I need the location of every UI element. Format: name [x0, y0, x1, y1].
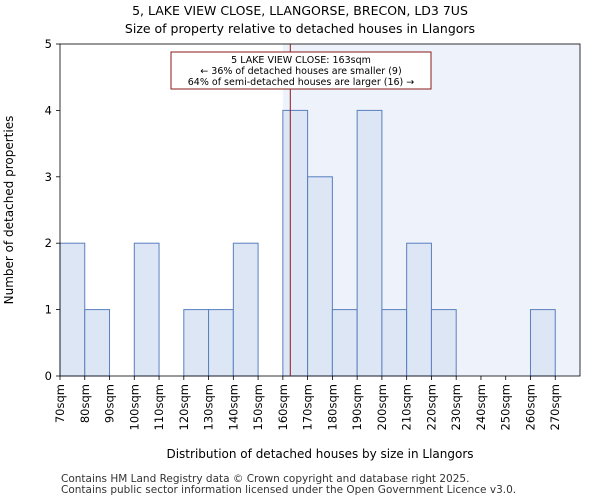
y-axis-label: Number of detached properties	[2, 116, 16, 305]
x-tick-label: 160sqm	[276, 384, 290, 430]
annotation-box	[170, 51, 432, 90]
annotation-line: 5 LAKE VIEW CLOSE: 163sqm	[231, 55, 371, 66]
histogram-bar-170sqm	[307, 176, 333, 377]
x-tick-label: 220sqm	[424, 384, 438, 430]
histogram-bar-100sqm	[133, 242, 160, 377]
chart-subtitle: Size of property relative to detached ho…	[124, 21, 476, 36]
histogram-bar-160sqm	[282, 109, 309, 377]
histogram-bar-120sqm	[183, 309, 210, 377]
x-tick-label: 200sqm	[375, 384, 389, 430]
histogram-bar-130sqm	[208, 309, 234, 377]
histogram-bar-70sqm	[59, 242, 86, 377]
chart-title: 5, LAKE VIEW CLOSE, LLANGORSE, BRECON, L…	[132, 3, 468, 18]
x-tick-label: 110sqm	[152, 384, 166, 430]
x-tick-label: 80sqm	[78, 384, 92, 423]
x-tick-label: 230sqm	[449, 384, 463, 430]
histogram-bar-200sqm	[381, 309, 408, 377]
footer-copyright: Contains HM Land Registry data © Crown c…	[61, 473, 470, 485]
x-tick-label: 260sqm	[523, 384, 537, 430]
histogram-bar-220sqm	[430, 309, 457, 377]
x-tick-label: 210sqm	[400, 384, 414, 430]
x-axis-label: Distribution of detached houses by size …	[166, 447, 473, 461]
plot-frame	[59, 43, 581, 377]
x-tick-label: 70sqm	[53, 384, 67, 423]
histogram-bar-260sqm	[529, 309, 556, 377]
x-tick-label: 180sqm	[325, 384, 339, 430]
footer-licence: Contains public sector information licen…	[61, 484, 517, 496]
annotation-line: ← 36% of detached houses are smaller (9)	[200, 66, 401, 77]
y-tick-label: 5	[45, 37, 52, 51]
histogram-bar-180sqm	[331, 309, 358, 377]
annotation-line: 64% of semi-detached houses are larger (…	[188, 77, 415, 88]
x-tick-label: 250sqm	[499, 384, 513, 430]
histogram-bar-210sqm	[406, 242, 432, 377]
x-tick-label: 140sqm	[226, 384, 240, 430]
x-tick-label: 130sqm	[202, 384, 216, 430]
x-tick-label: 240sqm	[474, 384, 488, 430]
histogram-chart: 0 1 2 3 4 5 70sqm 80sqm 90sqm 100sqm 110sqm 120sqm 1…	[2, 37, 581, 461]
y-tick-label: 3	[45, 170, 52, 184]
y-tick-label: 2	[45, 236, 52, 250]
histogram-bar-140sqm	[232, 242, 259, 377]
x-tick-label: 90sqm	[103, 384, 117, 423]
x-tick-label: 170sqm	[301, 384, 315, 430]
histogram-bar-190sqm	[356, 109, 383, 377]
x-tick-label: 120sqm	[177, 384, 191, 430]
x-tick-label: 270sqm	[548, 384, 562, 430]
y-tick-label: 4	[45, 103, 52, 117]
x-tick-label: 150sqm	[251, 384, 265, 430]
y-tick-label: 1	[45, 303, 52, 317]
x-tick-label: 100sqm	[127, 384, 141, 430]
x-tick-label: 190sqm	[350, 384, 364, 430]
histogram-bar-80sqm	[84, 309, 111, 377]
y-tick-label: 0	[45, 369, 52, 383]
